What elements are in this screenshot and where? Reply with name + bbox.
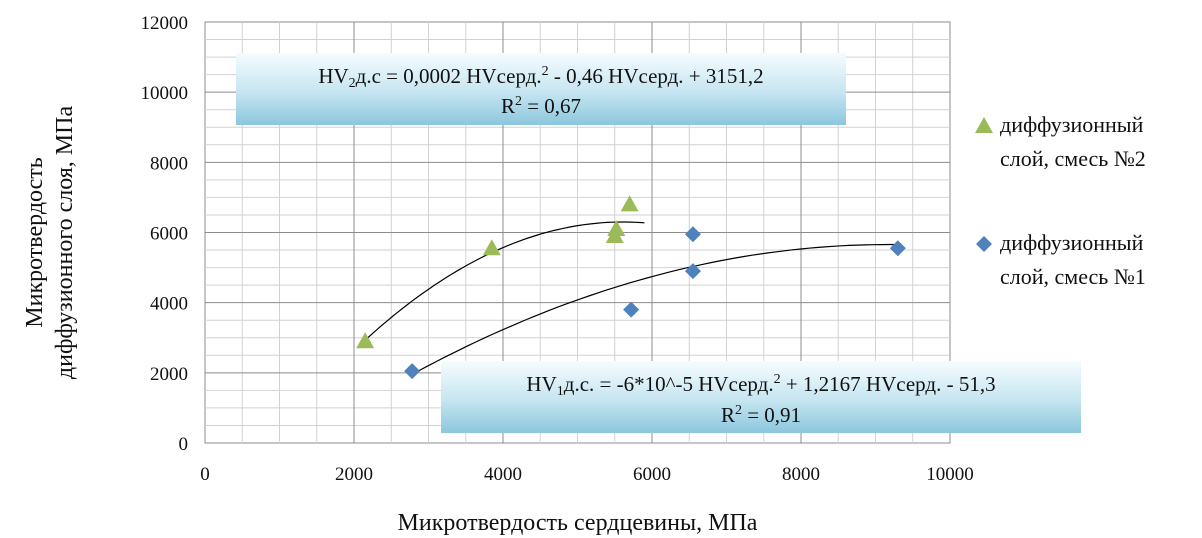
- y-tick-label: 10000: [141, 83, 189, 104]
- data-point-diamond: [684, 226, 701, 243]
- legend-marker-diamond: [976, 236, 992, 252]
- data-point-diamond: [404, 363, 421, 380]
- r-squared-exponent: 2: [515, 94, 522, 109]
- y-tick-label: 4000: [150, 294, 188, 315]
- data-point-triangle: [356, 332, 375, 349]
- equation-annotations: HV2д.с = 0,0002 HVсерд.2 - 0,46 HVсерд. …: [236, 53, 1081, 433]
- equation-formula: HV1д.с. = -6*10^-5 HVсерд.2 + 1,2167 HVс…: [526, 372, 995, 399]
- x-tick-label: 2000: [335, 464, 373, 485]
- y-tick-label: 12000: [141, 13, 189, 34]
- legend-label-line: слой, смесь №1: [1000, 264, 1146, 289]
- r-squared-label: R2 = 0,67: [501, 94, 581, 118]
- equation-part: 2: [542, 64, 549, 79]
- r-squared-symbol: R: [721, 403, 735, 427]
- legend: диффузионный слой, смесь №2 диффузионный сл…: [975, 112, 1146, 289]
- y-axis-title-line: диффузионного слоя, МПа: [52, 106, 78, 380]
- data-point-diamond: [889, 240, 906, 257]
- y-tick-label: 6000: [150, 224, 188, 245]
- data-point-triangle: [607, 219, 626, 236]
- r-squared-label: R2 = 0,91: [721, 403, 801, 427]
- equation-part: 1: [557, 384, 564, 399]
- y-axis-title: Микротвердость диффузионного слоя, МПа: [22, 106, 78, 380]
- trendline-series-1: [364, 221, 645, 341]
- equation-formula: HV2д.с = 0,0002 HVсерд.2 - 0,46 HVсерд. …: [318, 64, 763, 91]
- x-tick-label: 4000: [484, 464, 522, 485]
- y-tick-label: 0: [179, 434, 189, 455]
- trendlines: [364, 221, 898, 375]
- equation-part: + 1,2167 HVсерд. - 51,3: [781, 372, 996, 396]
- y-axis-title-line: Микротвердость: [22, 157, 48, 327]
- data-point-triangle: [620, 195, 639, 212]
- y-tick-label: 8000: [150, 153, 188, 174]
- x-tick-label: 0: [200, 464, 210, 485]
- equation-part: д.с = 0,0002 HVсерд.: [356, 64, 542, 88]
- legend-label: диффузионный слой, смесь №1: [1000, 230, 1146, 289]
- legend-label-line: диффузионный: [1000, 230, 1144, 255]
- legend-marker-triangle: [975, 117, 993, 133]
- equation-part: д.с. = -6*10^-5 HVсерд.: [564, 372, 774, 396]
- data-point-diamond: [623, 301, 640, 318]
- trendline-series-2: [411, 243, 898, 375]
- equation-part: 2: [774, 372, 781, 387]
- x-tick-label: 6000: [633, 464, 671, 485]
- r-squared-value: = 0,91: [742, 403, 801, 427]
- r-squared-value: = 0,67: [522, 94, 581, 118]
- legend-label: диффузионный слой, смесь №2: [1000, 112, 1146, 171]
- equation-part: - 0,46 HVсерд. + 3151,2: [549, 64, 764, 88]
- equation-box: [441, 361, 1081, 433]
- r-squared-exponent: 2: [735, 403, 742, 418]
- legend-label-line: диффузионный: [1000, 112, 1144, 137]
- data-point-triangle: [482, 239, 501, 256]
- data-points: [356, 195, 906, 380]
- data-point-diamond: [684, 263, 701, 280]
- axes: 0 2000 4000 6000 8000 10000 0 2000 4000 6000 8000 1…: [22, 13, 974, 536]
- equation-part: HV: [526, 372, 556, 396]
- x-tick-label: 10000: [926, 464, 974, 485]
- x-axis-title: Микротвердость сердцевины, МПа: [398, 510, 758, 536]
- y-tick-label: 2000: [150, 364, 188, 385]
- equation-part: 2: [349, 76, 356, 91]
- x-tick-label: 8000: [782, 464, 820, 485]
- legend-label-line: слой, смесь №2: [1000, 146, 1146, 171]
- equation-box: [236, 53, 846, 125]
- r-squared-symbol: R: [501, 94, 515, 118]
- equation-part: HV: [318, 64, 348, 88]
